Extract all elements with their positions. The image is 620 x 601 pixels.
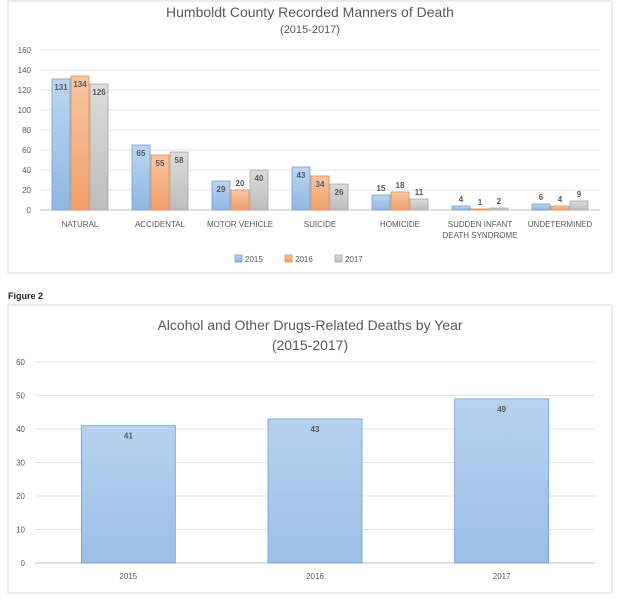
chart2-title: Alcohol and Other Drugs-Related Deaths b…	[157, 317, 462, 333]
chart1-y-tick-label: 100	[18, 106, 32, 115]
chart1-bar-2015	[371, 194, 391, 211]
chart1-data-label: 58	[175, 156, 184, 165]
chart1-bar-2015	[131, 144, 151, 211]
chart2-x-tick-label: 2015	[119, 572, 137, 581]
chart1-x-tick-label: UNDETERMINED	[528, 220, 593, 229]
chart1-y-tick-label: 80	[22, 126, 31, 135]
chart1-bar-2017	[169, 151, 189, 211]
chart1-bar-2015	[51, 78, 71, 211]
chart1-legend-label: 2016	[295, 255, 313, 264]
chart2-bars	[80, 398, 550, 564]
chart1-legend-swatch	[284, 254, 293, 263]
chart1-y-tick-label: 120	[18, 86, 32, 95]
chart2-bar	[267, 418, 363, 564]
chart1-legend: 2015 2016 2017	[234, 254, 363, 264]
chart2-y-tick-label: 30	[16, 459, 25, 468]
chart2-data-label: 49	[497, 405, 506, 414]
chart1-y-tick-label: 40	[22, 166, 31, 175]
chart1-data-label: 6	[539, 193, 544, 202]
chart1-bar-2016	[550, 205, 570, 211]
chart1-data-label: 20	[236, 179, 245, 188]
chart1-data-label: 4	[459, 195, 464, 204]
chart2-bar	[80, 425, 176, 564]
chart1-legend-label: 2017	[345, 255, 363, 264]
chart2-data-label: 43	[311, 425, 320, 434]
chart1-x-tick-label: SUDDEN INFANT	[448, 220, 513, 229]
chart1-data-label: 131	[54, 83, 68, 92]
chart1-y-tick-label: 0	[27, 206, 32, 215]
chart1-bar-2015	[451, 205, 471, 211]
chart1-bar-2017	[329, 183, 349, 211]
chart1-x-tick-label: NATURAL	[62, 220, 99, 229]
chart1-bar-2017	[249, 169, 269, 211]
chart1-subtitle: (2015-2017)	[280, 24, 340, 36]
chart1-bar-2017	[89, 83, 109, 211]
chart1-bar-2016	[230, 189, 250, 211]
chart1-y-tick-label: 60	[22, 146, 31, 155]
chart1-data-label: 15	[377, 184, 386, 193]
chart1-data-label: 126	[92, 88, 106, 97]
chart2-x-axis: 2015 2016 2017	[119, 572, 511, 581]
chart1-x-tick-label: HOMICIDE	[380, 220, 420, 229]
chart1-data-label: 43	[297, 171, 306, 180]
chart2-data-label: 41	[124, 432, 133, 441]
chart2-y-tick-label: 50	[16, 392, 25, 401]
chart2-x-tick-label: 2017	[493, 572, 511, 581]
chart1-x-tick-label: DEATH SYNDROME	[443, 231, 518, 240]
chart1-bar-2016	[470, 208, 490, 211]
figure-label: Figure 2	[8, 291, 43, 301]
chart1-legend-label: 2015	[245, 255, 263, 264]
chart1-bar-2015	[211, 180, 231, 211]
chart2-bar	[454, 398, 550, 564]
chart1-data-label: 55	[156, 159, 165, 168]
chart1-bar-2016	[390, 191, 410, 211]
chart1-data-label: 134	[73, 80, 87, 89]
chart1-y-tick-label: 20	[22, 186, 31, 195]
chart1-x-tick-label: SUICIDE	[304, 220, 336, 229]
chart1-y-tick-label: 160	[18, 46, 32, 55]
chart1-data-label: 65	[137, 149, 146, 158]
chart2-subtitle: (2015-2017)	[272, 337, 348, 353]
chart2-y-axis: 0 10 20 30 40 50 60	[16, 358, 25, 568]
chart1-data-label: 9	[577, 190, 582, 199]
chart1-bars	[51, 75, 589, 211]
chart1-legend-swatch	[334, 254, 343, 263]
chart1-x-tick-label: MOTOR VEHICLE	[207, 220, 273, 229]
chart2-y-tick-label: 60	[16, 358, 25, 367]
chart1-bar-2017	[489, 207, 509, 211]
chart1-bar-2015	[291, 166, 311, 211]
chart1-data-label: 29	[217, 185, 226, 194]
chart1-y-tick-label: 140	[18, 66, 32, 75]
chart1-x-axis: NATURAL ACCIDENTAL MOTOR VEHICLE SUICIDE HOM…	[62, 220, 593, 240]
chart2-x-tick-label: 2016	[306, 572, 324, 581]
chart2-data-labels: 41 43 49	[124, 405, 507, 441]
chart1-bar-2015	[531, 203, 551, 211]
chart1-data-label: 18	[396, 181, 405, 190]
chart1-bar-2017	[569, 200, 589, 211]
chart1-data-label: 34	[316, 180, 325, 189]
chart1-data-label: 40	[255, 174, 264, 183]
chart1-legend-swatch	[234, 254, 243, 263]
chart1-title: Humboldt County Recorded Manners of Deat…	[166, 4, 454, 20]
chart1-frame	[7, 0, 613, 274]
chart2-y-tick-label: 10	[16, 526, 25, 535]
chart1-y-axis: 0 20 40 60 80 100 120 140 160	[18, 46, 32, 215]
chart1-data-label: 4	[558, 195, 563, 204]
chart1-bar-2017	[409, 198, 429, 211]
chart2-y-tick-label: 40	[16, 425, 25, 434]
chart1-data-label: 26	[335, 188, 344, 197]
chart1-data-label: 11	[415, 188, 424, 197]
chart1-bar-2016	[150, 154, 170, 211]
chart1-data-label: 1	[478, 198, 483, 207]
chart2-y-tick-label: 0	[21, 559, 26, 568]
chart1-bar-2016	[70, 75, 90, 211]
chart1-x-tick-label: ACCIDENTAL	[135, 220, 186, 229]
chart2-y-tick-label: 20	[16, 492, 25, 501]
chart1-bar-2016	[310, 175, 330, 211]
chart1-data-label: 2	[497, 197, 502, 206]
